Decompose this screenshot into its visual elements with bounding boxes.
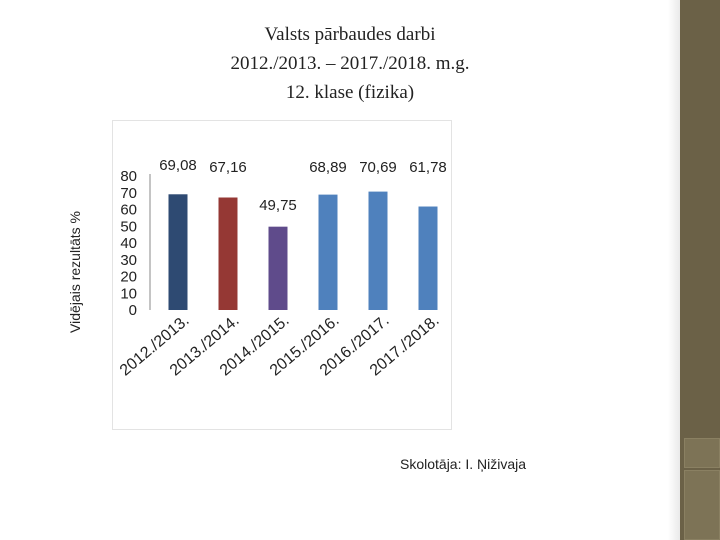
title-line-3: 12. klase (fizika) — [285, 82, 415, 103]
y-tick-label: 0 — [129, 302, 137, 319]
bar — [418, 206, 438, 310]
y-tick-label: 20 — [120, 269, 137, 286]
bar — [368, 191, 388, 310]
sidebar-block-upper — [684, 438, 720, 468]
y-tick-label: 70 — [120, 185, 137, 202]
bar — [218, 197, 238, 310]
data-label: 69,08 — [159, 157, 197, 174]
y-tick-label: 30 — [120, 252, 137, 269]
chart-frame — [112, 120, 452, 430]
data-label: 68,89 — [309, 159, 347, 176]
bar — [318, 194, 338, 310]
y-tick-label: 80 — [120, 168, 137, 185]
data-label: 70,69 — [359, 159, 397, 176]
title-line-2: 2012./2013. – 2017./2018. m.g. — [230, 53, 470, 74]
data-label: 61,78 — [409, 159, 447, 176]
sidebar-block-lower — [684, 470, 720, 540]
y-tick-label: 10 — [120, 285, 137, 302]
title-line-1: Valsts pārbaudes darbi — [264, 24, 436, 45]
sidebar-shade — [668, 0, 680, 540]
slide-title: Valsts pārbaudes darbi 2012./2013. – 201… — [120, 20, 580, 107]
teacher-credit: Skolotāja: I. Ņiživaja — [400, 456, 527, 472]
y-tick-label: 40 — [120, 235, 137, 252]
y-axis-title: Vidējais rezultāts % — [67, 211, 83, 333]
data-label: 49,75 — [259, 197, 297, 214]
y-tick-label: 50 — [120, 218, 137, 235]
data-label: 67,16 — [209, 159, 247, 176]
bar — [168, 194, 188, 310]
slide: Valsts pārbaudes darbi 2012./2013. – 201… — [67, 20, 580, 472]
bar — [268, 226, 288, 310]
y-tick-label: 60 — [120, 202, 137, 219]
